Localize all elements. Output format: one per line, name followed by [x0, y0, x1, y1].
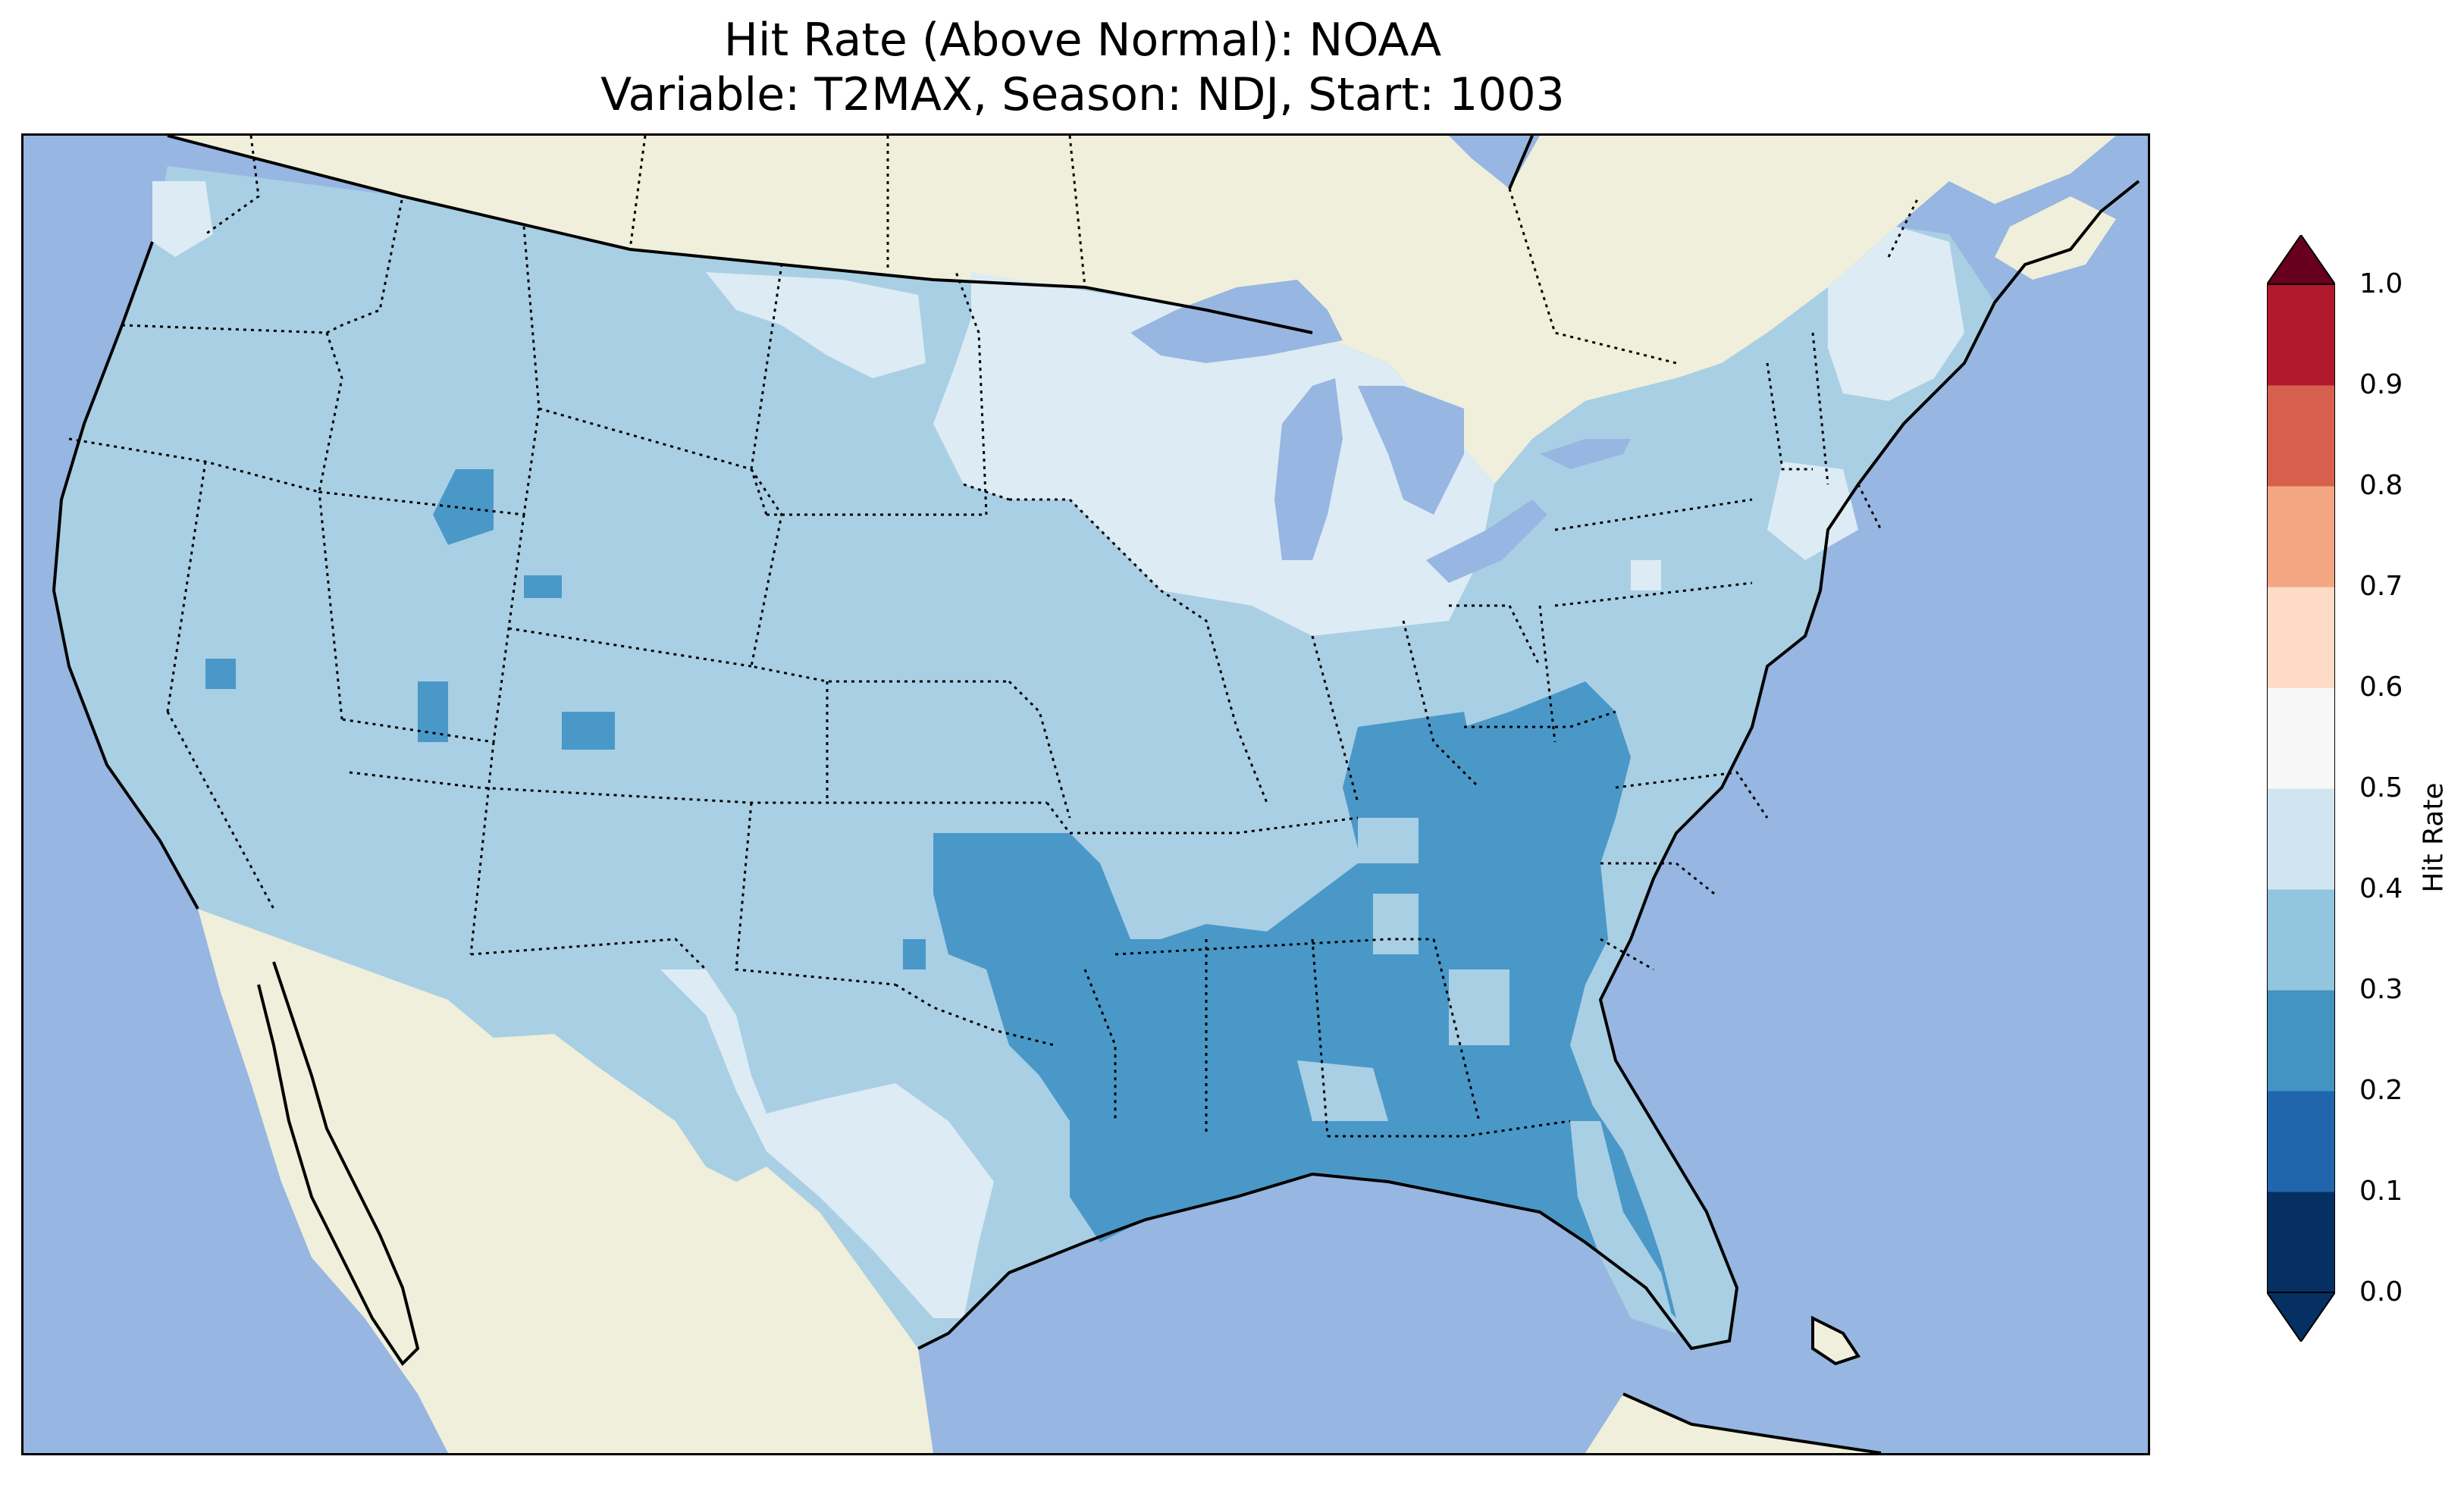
colorbar-bin-1: [2267, 1091, 2335, 1192]
hit-rate-02-03-regions: [205, 469, 1676, 1318]
map-title-line1: Hit Rate (Above Normal): NOAA: [723, 14, 1442, 67]
canada-land: [168, 136, 2116, 484]
colorbar-tick-label: 0.1: [2359, 1176, 2403, 1207]
colorbar-bin-7: [2267, 486, 2335, 587]
ok-spot: [903, 939, 926, 969]
colorbar-tick-label: 0.3: [2359, 974, 2403, 1005]
colorbar-bin-8: [2267, 385, 2335, 487]
colorbar-bin-5: [2267, 687, 2335, 789]
tennessee-block: [1343, 712, 1479, 848]
map-frame: [21, 133, 2150, 1455]
nevada-spot: [205, 659, 236, 689]
colorbar-tick-label: 0.0: [2359, 1276, 2403, 1308]
map-title-line2: Variable: T2MAX, Season: NDJ, Start: 100…: [600, 68, 1565, 121]
colorbar-tick-label: 0.4: [2359, 873, 2403, 904]
colorbar-bin-4: [2267, 788, 2335, 890]
bahamas-land: [1813, 1318, 1858, 1364]
west-texas: [660, 969, 994, 1318]
maine: [1828, 227, 1964, 401]
state-borders: [68, 136, 1882, 1138]
baja-land: [259, 962, 418, 1364]
colorbar-bin-3: [2267, 889, 2335, 991]
hit-rate-04-05-regions: [152, 181, 1964, 1318]
dakota-patch: [706, 272, 926, 378]
colorbar-tick-label: 1.0: [2359, 268, 2403, 299]
lake-michigan: [1274, 378, 1343, 560]
colorbar-bin-2: [2267, 990, 2335, 1092]
colorbar-tick-label: 0.7: [2359, 571, 2403, 602]
utah-spot2: [418, 681, 448, 742]
pa-spot: [1631, 560, 1661, 590]
colorbar-under-triangle: [2267, 1292, 2335, 1342]
colorbar-tick-label: 0.2: [2359, 1075, 2403, 1106]
hit-rate-03-04-holes: [1297, 818, 1676, 1333]
lake-superior: [1130, 280, 1343, 363]
province-borders: [629, 136, 1920, 365]
colorbar-label: Hit Rate: [2418, 782, 2450, 893]
colorbar-tick-label: 0.8: [2359, 470, 2403, 501]
lake-ontario: [1540, 439, 1631, 469]
colorbar-bin-6: [2267, 587, 2335, 688]
colorbar-tick-label: 0.9: [2359, 369, 2403, 400]
washington-nw: [152, 181, 213, 257]
lake-huron: [1358, 386, 1464, 515]
upper-midwest: [933, 272, 1494, 636]
colorbar: [2267, 235, 2335, 1342]
southeast-block: [933, 681, 1676, 1318]
cuba-land: [1585, 1394, 1881, 1453]
colorbar-bin-0: [2267, 1192, 2335, 1293]
colorbar-bin-9: [2267, 284, 2335, 386]
maritimes-land: [1995, 196, 2116, 280]
new-england-south: [1767, 462, 1858, 560]
great-lakes: [1130, 280, 1631, 583]
coastlines: [52, 136, 2140, 1453]
lake-erie: [1426, 500, 1547, 583]
colorbar-over-triangle: [2267, 235, 2335, 285]
colorbar-tick-label: 0.6: [2359, 672, 2403, 703]
colorado-spot: [562, 712, 615, 750]
colorbar-tick-label: 0.5: [2359, 772, 2403, 803]
utah-spot: [524, 575, 562, 598]
